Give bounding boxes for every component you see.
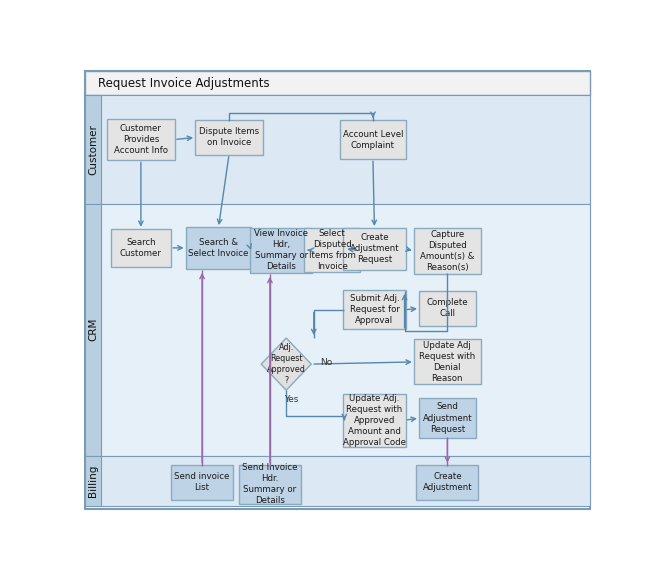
Text: Submit Adj.
Request for
Approval: Submit Adj. Request for Approval [349,294,399,325]
Text: Request Invoice Adjustments: Request Invoice Adjustments [97,77,269,90]
FancyBboxPatch shape [85,456,590,506]
FancyBboxPatch shape [85,71,590,509]
FancyBboxPatch shape [343,228,405,270]
Text: Billing: Billing [88,465,98,497]
Text: Search &
Select Invoice: Search & Select Invoice [188,238,249,258]
Polygon shape [261,338,311,390]
FancyBboxPatch shape [85,71,590,95]
FancyBboxPatch shape [250,227,313,273]
FancyBboxPatch shape [195,120,263,155]
FancyBboxPatch shape [304,228,360,272]
Text: Send
Adjustment
Request: Send Adjustment Request [422,402,472,433]
FancyBboxPatch shape [107,119,175,160]
FancyBboxPatch shape [418,291,476,326]
FancyBboxPatch shape [171,465,233,499]
FancyBboxPatch shape [85,204,590,456]
FancyBboxPatch shape [414,228,481,274]
Text: Update Adj.
Request with
Approved
Amount and
Approval Code: Update Adj. Request with Approved Amount… [343,394,406,447]
FancyBboxPatch shape [186,227,251,269]
Text: Yes: Yes [284,395,298,405]
FancyBboxPatch shape [111,229,171,267]
FancyBboxPatch shape [343,394,405,447]
Text: Customer
Provides
Account Info: Customer Provides Account Info [114,124,168,155]
Text: View Invoice
Hdr,
Summary or
Details: View Invoice Hdr, Summary or Details [254,229,308,272]
FancyBboxPatch shape [239,465,301,504]
Text: No: No [320,358,333,367]
Text: Adj.
Request
Approved
?: Adj. Request Approved ? [266,343,306,385]
Text: Capture
Disputed
Amount(s) &
Reason(s): Capture Disputed Amount(s) & Reason(s) [420,230,474,272]
FancyBboxPatch shape [85,95,101,204]
Text: Update Adj
Request with
Denial
Reason: Update Adj Request with Denial Reason [419,341,476,383]
Text: Account Level
Complaint: Account Level Complaint [343,130,403,150]
Text: Send invoice
List: Send invoice List [174,472,230,492]
Text: Select
Disputed
Items from
Invoice: Select Disputed Items from Invoice [309,229,355,272]
FancyBboxPatch shape [85,204,101,456]
Text: Customer: Customer [88,124,98,175]
FancyBboxPatch shape [85,95,590,204]
Text: CRM: CRM [88,318,98,342]
FancyBboxPatch shape [414,339,481,385]
Text: Dispute Items
on Invoice: Dispute Items on Invoice [199,127,259,148]
Text: Create
Adjustment: Create Adjustment [422,472,472,492]
FancyBboxPatch shape [85,456,101,506]
Text: Create
Adjustment
Request: Create Adjustment Request [349,233,399,265]
Text: Search
Customer: Search Customer [120,238,162,258]
FancyBboxPatch shape [340,120,406,159]
Text: Complete
Call: Complete Call [426,298,468,319]
Text: Send Invoice
Hdr.
Summary or
Details: Send Invoice Hdr. Summary or Details [242,463,297,506]
FancyBboxPatch shape [343,290,405,329]
FancyBboxPatch shape [418,398,476,438]
FancyBboxPatch shape [417,465,478,499]
